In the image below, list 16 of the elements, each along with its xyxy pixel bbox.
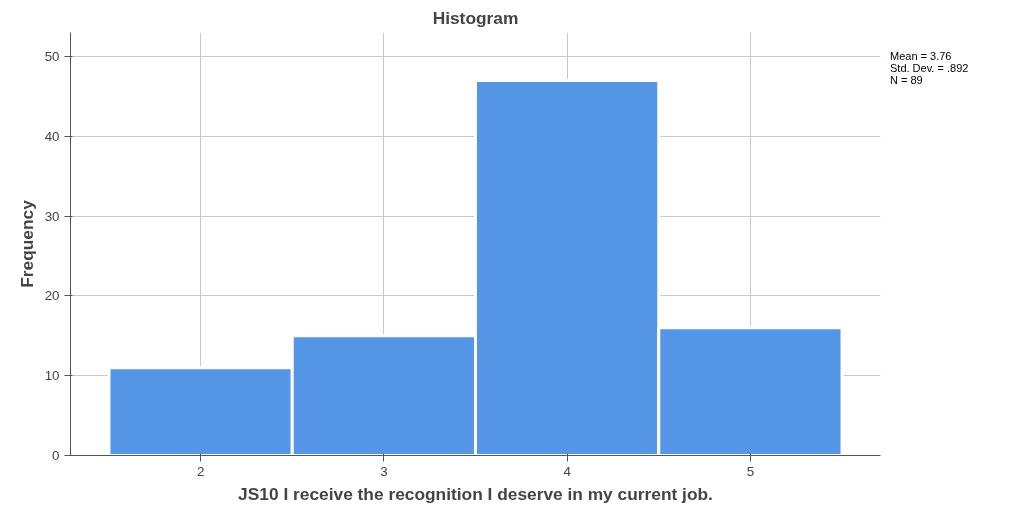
y-tick-label: 50	[44, 48, 60, 64]
y-tick-label: 0	[52, 448, 60, 463]
y-tick-label: 40	[44, 128, 60, 144]
x-tick-label: 3	[380, 463, 388, 479]
text: Mean = 3.76	[890, 50, 952, 62]
y-tick-label: 10	[44, 368, 60, 384]
x-tick-label: 2	[196, 463, 205, 479]
text: Std. Dev. = .892	[890, 62, 969, 74]
text: N = 89	[890, 74, 923, 86]
x-tick-label: 4	[563, 463, 572, 479]
chart-title: Histogram	[432, 7, 519, 28]
y-axis-title: Frequency	[16, 199, 37, 288]
x-tick-label: 5	[746, 463, 755, 479]
y-tick-label: 30	[44, 208, 60, 224]
x-axis-title: JS10 I receive the recognition I deserve in my current job.	[238, 483, 713, 504]
y-tick-label: 20	[44, 288, 60, 304]
